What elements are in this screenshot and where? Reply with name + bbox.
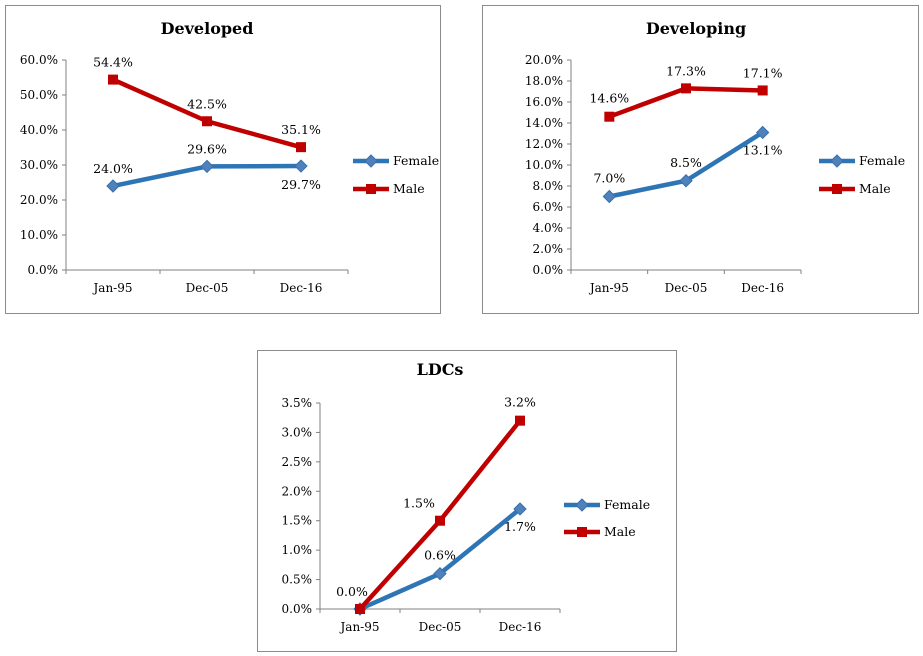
legend-marker-male [366,184,376,194]
data-point-male [604,111,615,122]
data-point-female [755,125,770,140]
data-point-male [757,85,768,96]
y-tick-label: 1.5% [282,514,313,528]
y-tick-label: 20.0% [525,53,563,67]
x-tick-label: Jan-95 [588,281,629,295]
data-label-male: 14.6% [589,91,629,106]
chart-panel-developing: Developing 0.0% 2.0% 4.0% 6.0% 8.0% 10.0% 12.0%… [482,5,919,314]
y-tick-label: 4.0% [533,221,564,235]
y-tick-label: 2.5% [282,455,313,469]
y-tick-label: 0.5% [282,573,313,587]
y-tick-label: 2.0% [533,242,564,256]
data-label-male: 1.5% [403,496,435,511]
y-tick-label: 2.0% [282,484,313,498]
chart-panel-ldcs: LDCs 0.0% 0.5% 1.0% 1.5% 2.0% 2.5% 3.0% 3.5% Jan-… [257,350,677,652]
data-point-female [294,159,308,173]
data-point-female [106,179,120,193]
data-label-female: 24.0% [93,161,133,176]
data-point-female [200,159,214,174]
y-tick-label: 3.0% [282,425,313,439]
data-point-female [513,502,527,516]
y-tick-label: 6.0% [533,200,564,214]
legend-label-male: Male [859,181,891,196]
x-tick-label: Dec-16 [499,620,542,634]
legend-marker-male [832,184,842,194]
data-label-female: 7.0% [593,171,625,186]
y-tick-label: 20.0% [20,193,58,207]
series-line-male [110,77,304,150]
data-label-male: 54.4% [93,55,133,70]
data-point-male [435,515,445,526]
data-point-male [515,415,525,426]
y-tick-label: 30.0% [20,158,58,172]
chart-ldcs: LDCs 0.0% 0.5% 1.0% 1.5% 2.0% 2.5% 3.0% 3.5% Jan-… [282,360,651,634]
x-tick-label: Dec-05 [186,281,229,295]
data-point-female [679,174,693,188]
x-tick-label: Dec-16 [741,281,784,295]
chart-panel-developed: Developed 0.0% 10.0% 20.0% 30.0% 40.0% 50.0% 60… [5,5,441,314]
data-label-male: 17.3% [666,63,706,78]
series-line-male [357,418,523,612]
legend-label-male: Male [604,524,636,539]
data-point-male [202,116,212,127]
chart-developing: Developing 0.0% 2.0% 4.0% 6.0% 8.0% 10.0% 12.0%… [525,19,905,295]
y-tick-label: 0.0% [282,602,313,616]
y-tick-label: 16.0% [525,95,563,109]
data-label-female: 29.7% [281,177,321,192]
chart-title: LDCs [417,360,464,379]
legend-label-female: Female [393,153,439,168]
data-label-female: 8.5% [670,155,702,170]
y-tick-label: 8.0% [533,179,564,193]
chart-title: Developing [646,19,746,38]
legend-label-female: Female [859,153,905,168]
x-tick-label: Dec-05 [419,620,462,634]
data-label-male: 0.0% [336,584,368,599]
legend-marker-male [577,527,587,537]
data-label-female: 29.6% [187,141,227,156]
y-tick-label: 10.0% [525,158,563,172]
x-tick-label: Jan-95 [91,281,132,295]
x-tick-label: Jan-95 [338,620,379,634]
data-point-male [108,74,118,85]
data-point-male [681,83,691,94]
data-label-female: 1.7% [504,519,536,534]
legend-label-male: Male [393,181,425,196]
y-tick-label: 50.0% [20,88,58,102]
legend-marker-female [364,154,378,168]
y-tick-label: 60.0% [20,53,58,67]
y-tick-label: 18.0% [525,74,563,88]
data-label-male: 3.2% [504,395,536,410]
data-point-male [355,604,365,614]
y-tick-label: 10.0% [20,228,58,242]
y-tick-label: 14.0% [525,116,563,130]
chart-developed: Developed 0.0% 10.0% 20.0% 30.0% 40.0% 50.0% 60… [20,19,439,295]
legend-marker-female [830,154,844,168]
y-tick-label: 12.0% [525,137,563,151]
legend-marker-female [575,498,589,512]
data-point-male [296,142,306,153]
data-label-male: 17.1% [743,65,783,80]
x-tick-label: Dec-05 [665,281,708,295]
data-label-male: 35.1% [281,122,321,137]
y-tick-label: 3.5% [282,396,313,410]
x-tick-label: Dec-16 [280,281,323,295]
data-label-female: 0.6% [424,548,456,563]
y-tick-label: 0.0% [533,263,564,277]
y-tick-label: 0.0% [28,263,59,277]
chart-title: Developed [161,19,254,38]
data-point-female [602,189,617,204]
data-point-female [433,566,447,581]
data-label-female: 13.1% [743,142,783,157]
data-label-male: 42.5% [187,96,227,111]
y-tick-label: 40.0% [20,123,58,137]
y-tick-label: 1.0% [282,543,313,557]
legend-label-female: Female [604,497,650,512]
